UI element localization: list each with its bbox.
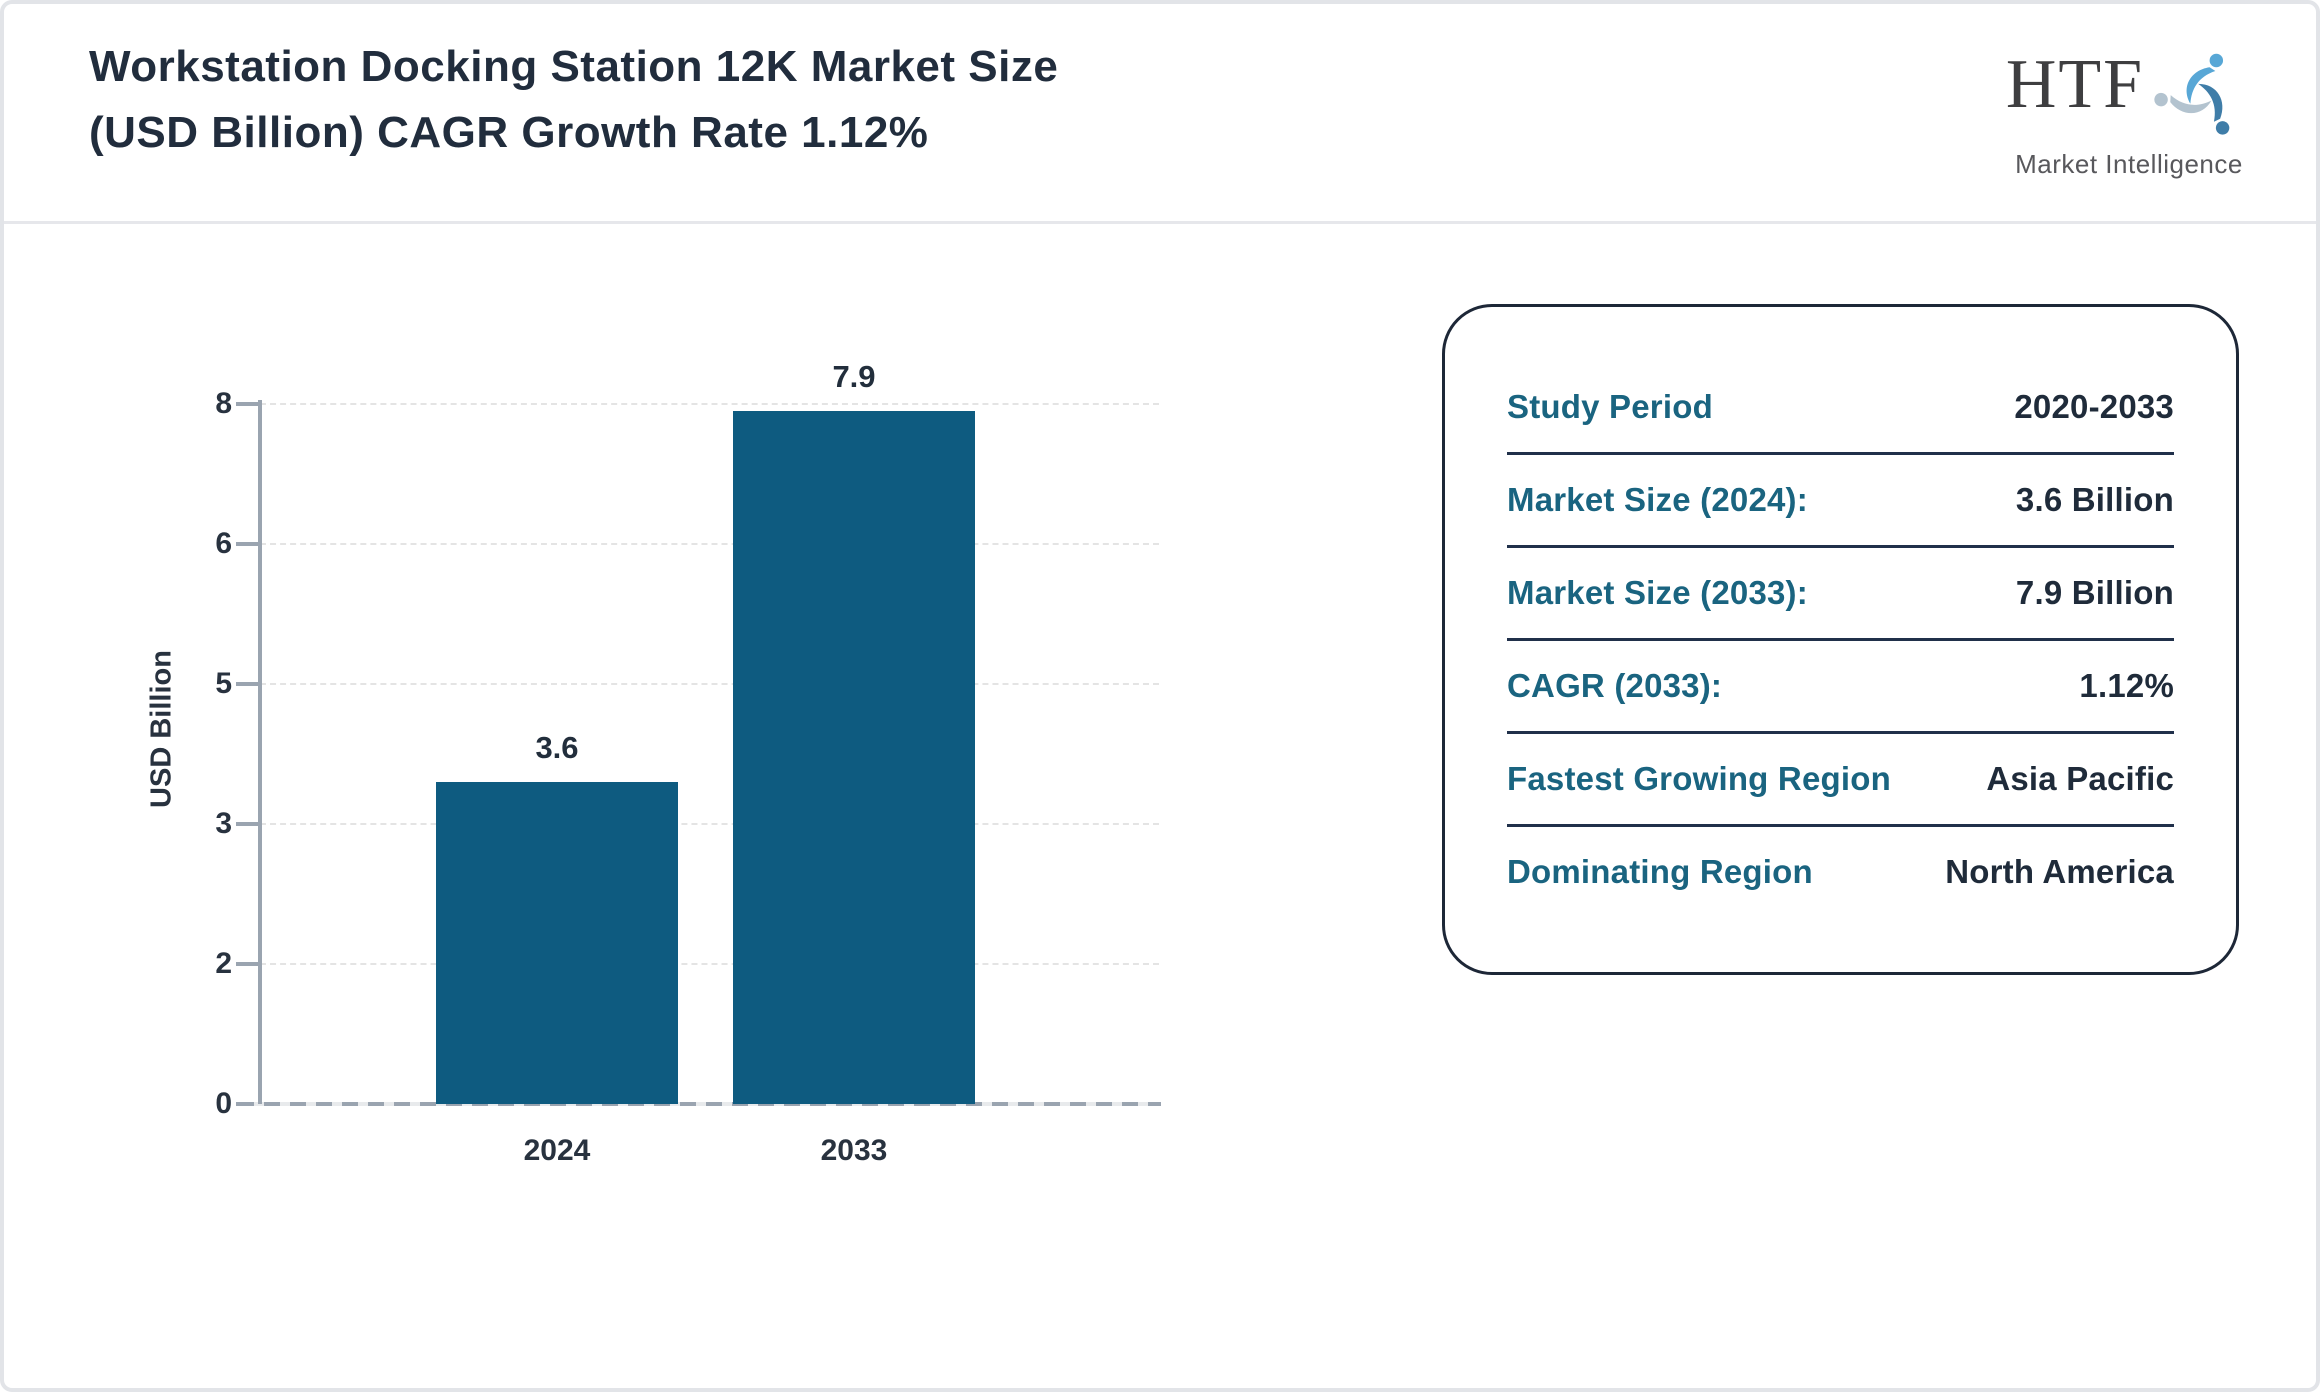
y-tick-label: 0 [215, 1087, 232, 1120]
gridline [260, 963, 1159, 965]
gridline [260, 823, 1159, 825]
logo-row: HTF [2004, 46, 2254, 149]
three-figures-swirl-icon [2148, 48, 2252, 149]
row-label: CAGR (2033): [1507, 667, 1723, 704]
row-label: Study Period [1507, 388, 1713, 425]
y-tick-label: 8 [215, 387, 232, 420]
row-label: Fastest Growing Region [1507, 760, 1891, 797]
row-label: Market Size (2033): [1507, 574, 1808, 611]
y-tick-label: 3 [215, 807, 232, 840]
y-tick-mark [236, 402, 262, 406]
x-tick-label: 2024 [523, 1134, 591, 1167]
brand-logo: HTF Market Inte [2004, 46, 2254, 180]
table-row: Dominating Region North America [1507, 827, 2174, 917]
header-divider [4, 221, 2316, 224]
row-value: North America [1945, 853, 2174, 890]
summary-panel: Study Period 2020-2033 Market Size (2024… [1442, 304, 2239, 975]
row-label: Dominating Region [1507, 853, 1813, 890]
y-tick-mark [236, 682, 262, 686]
y-tick-mark [236, 962, 262, 966]
y-tick-label: 5 [215, 667, 232, 700]
row-value: 2020-2033 [2014, 388, 2174, 425]
bar-2033 [733, 411, 975, 1104]
table-row: Market Size (2033): 7.9 Billion [1507, 548, 2174, 641]
table-row: Fastest Growing Region Asia Pacific [1507, 734, 2174, 827]
y-tick-label: 6 [215, 527, 232, 560]
gridline [260, 403, 1159, 405]
table-row: Market Size (2024): 3.6 Billion [1507, 455, 2174, 548]
bar-value-label: 3.6 [535, 730, 579, 765]
y-tick-mark [236, 542, 262, 546]
row-label: Market Size (2024): [1507, 481, 1808, 518]
bar-chart: USD Billion 0 2 3 5 6 8 3.6 2024 7.9 2033 [4, 4, 2316, 1388]
row-value: 1.12% [2079, 667, 2174, 704]
row-value: 7.9 Billion [2015, 574, 2174, 611]
x-tick-label: 2033 [820, 1134, 888, 1167]
gridline [260, 683, 1159, 685]
logo-wordmark: HTF [2005, 46, 2145, 123]
y-axis-line [258, 400, 262, 1104]
logo-subtitle: Market Intelligence [2015, 149, 2243, 179]
bar-value-label: 7.9 [832, 359, 876, 394]
y-tick-label: 2 [215, 947, 232, 980]
x-axis-baseline [238, 1102, 1161, 1106]
gridline [260, 543, 1159, 545]
page-title: Workstation Docking Station 12K Market S… [89, 42, 1059, 157]
table-row: CAGR (2033): 1.12% [1507, 641, 2174, 734]
bar-2024 [436, 782, 678, 1104]
row-value: 3.6 Billion [2015, 481, 2174, 518]
row-value: Asia Pacific [1986, 760, 2174, 797]
y-tick-mark [236, 822, 262, 826]
table-row: Study Period 2020-2033 [1507, 362, 2174, 455]
